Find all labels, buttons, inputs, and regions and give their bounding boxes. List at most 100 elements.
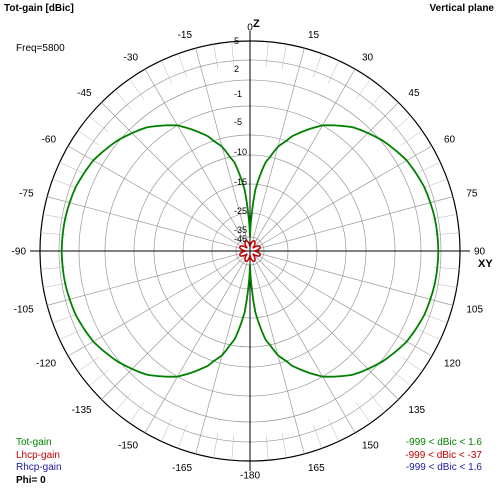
angle-tick-label: -30 [124, 53, 139, 64]
grid-minor-spoke [432, 282, 457, 288]
grid-minor-spoke [313, 424, 323, 449]
phi-label: Phi= 0 [16, 475, 46, 486]
angle-tick-label: 30 [362, 53, 374, 64]
grid-minor-spoke [77, 356, 99, 372]
grid-minor-spoke [327, 60, 339, 84]
grid-minor-spoke [313, 53, 323, 78]
angle-tick-label: -75 [19, 189, 34, 200]
grid-minor-spoke [401, 130, 423, 146]
legend-rhcp-range: -999 < dBic < 1.6 [405, 462, 482, 473]
angle-tick-label: -150 [118, 440, 138, 451]
radial-tick-label: -10 [234, 147, 247, 157]
angle-tick-label: 105 [466, 304, 483, 315]
grid-minor-spoke [213, 433, 219, 458]
angle-tick-label: 75 [466, 189, 478, 200]
grid-spoke [67, 254, 244, 357]
grid-minor-spoke [231, 41, 235, 67]
angle-tick-label: -165 [172, 463, 192, 474]
radial-tick-label: -5 [234, 117, 242, 127]
grid-spoke [47, 196, 243, 250]
grid-minor-spoke [265, 41, 269, 67]
grid-spoke [144, 68, 247, 245]
grid-minor-spoke [391, 369, 412, 387]
grid-minor-spoke [129, 402, 145, 424]
grid-minor-spoke [129, 78, 145, 100]
angle-tick-label: -105 [14, 304, 34, 315]
grid-minor-spoke [59, 162, 83, 174]
angle-tick-label: 60 [444, 135, 456, 146]
grid-minor-spoke [355, 402, 371, 424]
legend-rhcp-gain: Rhcp-gain [16, 462, 62, 473]
angle-tick-label: 150 [362, 440, 379, 451]
grid-spoke [257, 252, 453, 306]
angle-tick-label: 45 [408, 88, 420, 99]
grid-minor-spoke [417, 328, 441, 340]
tot-gain-curve-right [249, 124, 440, 378]
grid-minor-spoke [281, 44, 287, 69]
angle-tick-label: -135 [72, 405, 92, 416]
grid-minor-spoke [423, 314, 448, 324]
chart-title: Tot-gain [dBic] [4, 3, 74, 14]
grid-minor-spoke [77, 130, 99, 146]
plane-label: Vertical plane [429, 3, 494, 14]
grid-spoke [101, 102, 245, 246]
grid-minor-spoke [114, 392, 132, 413]
legend-lhcp-gain: Lhcp-gain [16, 450, 60, 461]
radial-tick-label: -15 [234, 177, 247, 187]
tot-gain-curve-left [60, 124, 251, 378]
grid-minor-spoke [52, 178, 77, 188]
grid-minor-spoke [43, 214, 68, 220]
legend-tot-gain: Tot-gain [16, 437, 52, 448]
grid-minor-spoke [401, 356, 423, 372]
grid-spoke [255, 256, 399, 400]
grid-minor-spoke [114, 89, 132, 110]
axis-label-xy: XY [478, 258, 493, 270]
grid-spoke [255, 102, 399, 246]
angle-tick-label: 120 [444, 359, 461, 370]
axis-label-z: Z [253, 18, 260, 30]
angle-tick-label: -60 [42, 135, 57, 146]
grid-spoke [67, 145, 244, 248]
grid-minor-spoke [265, 435, 269, 461]
grid-minor-spoke [434, 232, 460, 236]
grid-minor-spoke [281, 433, 287, 458]
grid-spoke [47, 252, 243, 306]
grid-minor-spoke [417, 162, 441, 174]
grid-minor-spoke [177, 53, 187, 78]
angle-tick-label: -120 [36, 359, 56, 370]
grid-spoke [253, 68, 356, 245]
angle-tick-label: -45 [77, 88, 92, 99]
grid-minor-spoke [40, 232, 66, 236]
legend-lhcp-range: -999 < dBic < -37 [405, 450, 482, 461]
grid-minor-spoke [52, 314, 77, 324]
angle-tick-label: -90 [12, 247, 27, 258]
grid-minor-spoke [88, 369, 109, 387]
grid-spoke [253, 257, 356, 434]
grid-minor-spoke [59, 328, 83, 340]
radial-tick-label: -35 [234, 225, 247, 235]
grid-minor-spoke [432, 214, 457, 220]
radial-tick-label: 2 [234, 64, 239, 74]
radial-tick-label: -45 [234, 234, 247, 244]
frequency-label: Freq=5800 [16, 43, 65, 54]
grid-minor-spoke [355, 78, 371, 100]
grid-spoke [256, 145, 433, 248]
grid-minor-spoke [213, 44, 219, 69]
legend-tot-range: -999 < dBic < 1.6 [405, 437, 482, 448]
radial-tick-label: 5 [234, 36, 239, 46]
angle-tick-label: -15 [178, 30, 193, 41]
grid-minor-spoke [43, 282, 68, 288]
grid-spoke [144, 257, 247, 434]
angle-tick-label: 15 [308, 30, 320, 41]
grid-minor-spoke [231, 435, 235, 461]
angle-tick-label: -180 [240, 471, 260, 482]
angle-tick-label: 90 [474, 247, 486, 258]
grid-minor-spoke [423, 178, 448, 188]
grid-minor-spoke [391, 115, 412, 133]
angle-tick-label: 0 [247, 23, 253, 34]
radial-tick-label: -25 [234, 206, 247, 216]
grid-minor-spoke [161, 60, 173, 84]
grid-minor-spoke [88, 115, 109, 133]
grid-minor-spoke [368, 392, 386, 413]
